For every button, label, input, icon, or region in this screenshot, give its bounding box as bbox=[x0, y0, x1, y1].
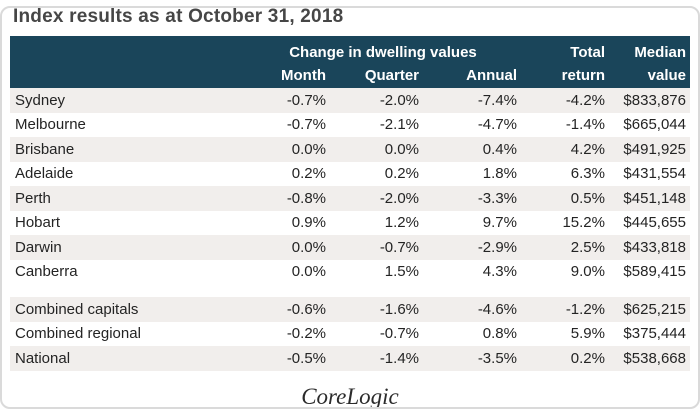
cell-quarter: -2.1% bbox=[330, 112, 423, 137]
cell-quarter: 1.2% bbox=[330, 210, 423, 235]
header-month: Month bbox=[245, 62, 330, 88]
header-quarter: Quarter bbox=[330, 62, 423, 88]
cell-total-return: -1.4% bbox=[521, 112, 609, 137]
cell-quarter: -1.6% bbox=[330, 297, 423, 322]
cell-annual: -4.6% bbox=[423, 297, 521, 322]
table-row-canberra: Canberra 0.0% 1.5% 4.3% 9.0% $589,415 bbox=[10, 259, 690, 284]
header-empty-cell bbox=[10, 36, 245, 62]
row-label: Combined capitals bbox=[10, 297, 245, 322]
cell-total-return: 4.2% bbox=[521, 137, 609, 162]
cell-median-value: $433,818 bbox=[609, 235, 690, 260]
table-row-hobart: Hobart 0.9% 1.2% 9.7% 15.2% $445,655 bbox=[10, 210, 690, 235]
header-total-line1: Total bbox=[521, 36, 609, 62]
table-row-perth: Perth -0.8% -2.0% -3.3% 0.5% $451,148 bbox=[10, 186, 690, 211]
spacer-row bbox=[10, 284, 690, 297]
cell-total-return: 5.9% bbox=[521, 321, 609, 346]
cell-month: 0.0% bbox=[245, 137, 330, 162]
row-label: Brisbane bbox=[10, 137, 245, 162]
page-title: Index results as at October 31, 2018 bbox=[13, 6, 344, 27]
cell-annual: -3.5% bbox=[423, 346, 521, 371]
cell-quarter: -1.4% bbox=[330, 346, 423, 371]
cell-annual: 9.7% bbox=[423, 210, 521, 235]
header-median-line1: Median bbox=[609, 36, 690, 62]
header-total-line2: return bbox=[521, 62, 609, 88]
header-row-columns: Month Quarter Annual return value bbox=[10, 62, 690, 88]
cell-total-return: -1.2% bbox=[521, 297, 609, 322]
cell-annual: -2.9% bbox=[423, 235, 521, 260]
cell-quarter: 0.0% bbox=[330, 137, 423, 162]
cell-median-value: $445,655 bbox=[609, 210, 690, 235]
cell-median-value: $665,044 bbox=[609, 112, 690, 137]
cell-median-value: $491,925 bbox=[609, 137, 690, 162]
row-label: Sydney bbox=[10, 88, 245, 113]
table-row-combined-regional: Combined regional -0.2% -0.7% 0.8% 5.9% … bbox=[10, 321, 690, 346]
cell-month: -0.2% bbox=[245, 321, 330, 346]
table-row-adelaide: Adelaide 0.2% 0.2% 1.8% 6.3% $431,554 bbox=[10, 161, 690, 186]
table-row-national: National -0.5% -1.4% -3.5% 0.2% $538,668 bbox=[10, 346, 690, 371]
row-label: National bbox=[10, 346, 245, 371]
cell-total-return: -4.2% bbox=[521, 88, 609, 113]
cell-month: 0.9% bbox=[245, 210, 330, 235]
cell-total-return: 2.5% bbox=[521, 235, 609, 260]
cell-quarter: -2.0% bbox=[330, 186, 423, 211]
cell-annual: 4.3% bbox=[423, 259, 521, 284]
row-label: Darwin bbox=[10, 235, 245, 260]
header-empty-cell bbox=[10, 62, 245, 88]
cell-median-value: $451,148 bbox=[609, 186, 690, 211]
cell-total-return: 9.0% bbox=[521, 259, 609, 284]
table-row-combined-capitals: Combined capitals -0.6% -1.6% -4.6% -1.2… bbox=[10, 297, 690, 322]
cell-median-value: $375,444 bbox=[609, 321, 690, 346]
cell-total-return: 0.2% bbox=[521, 346, 609, 371]
cell-annual: -4.7% bbox=[423, 112, 521, 137]
cell-median-value: $431,554 bbox=[609, 161, 690, 186]
row-label: Melbourne bbox=[10, 112, 245, 137]
row-label: Perth bbox=[10, 186, 245, 211]
cell-total-return: 0.5% bbox=[521, 186, 609, 211]
cell-month: -0.6% bbox=[245, 297, 330, 322]
cell-month: -0.7% bbox=[245, 112, 330, 137]
cell-total-return: 6.3% bbox=[521, 161, 609, 186]
cell-month: 0.0% bbox=[245, 259, 330, 284]
table-row-brisbane: Brisbane 0.0% 0.0% 0.4% 4.2% $491,925 bbox=[10, 137, 690, 162]
header-group-change-in-dwelling-values: Change in dwelling values bbox=[245, 36, 521, 62]
cell-median-value: $538,668 bbox=[609, 346, 690, 371]
table-body: Sydney -0.7% -2.0% -7.4% -4.2% $833,876 … bbox=[10, 88, 690, 371]
cell-quarter: 1.5% bbox=[330, 259, 423, 284]
header-annual: Annual bbox=[423, 62, 521, 88]
row-label: Hobart bbox=[10, 210, 245, 235]
cell-month: 0.0% bbox=[245, 235, 330, 260]
cell-annual: -3.3% bbox=[423, 186, 521, 211]
cell-total-return: 15.2% bbox=[521, 210, 609, 235]
cell-annual: 0.8% bbox=[423, 321, 521, 346]
cell-quarter: -0.7% bbox=[330, 235, 423, 260]
cell-month: -0.5% bbox=[245, 346, 330, 371]
table-row-darwin: Darwin 0.0% -0.7% -2.9% 2.5% $433,818 bbox=[10, 235, 690, 260]
header-row-group: Change in dwelling values Total Median bbox=[10, 36, 690, 62]
cell-quarter: -0.7% bbox=[330, 321, 423, 346]
row-label: Adelaide bbox=[10, 161, 245, 186]
cell-annual: -7.4% bbox=[423, 88, 521, 113]
row-label: Combined regional bbox=[10, 321, 245, 346]
cell-annual: 0.4% bbox=[423, 137, 521, 162]
cell-median-value: $625,215 bbox=[609, 297, 690, 322]
cell-month: 0.2% bbox=[245, 161, 330, 186]
table-row-sydney: Sydney -0.7% -2.0% -7.4% -4.2% $833,876 bbox=[10, 88, 690, 113]
cell-median-value: $833,876 bbox=[609, 88, 690, 113]
cell-median-value: $589,415 bbox=[609, 259, 690, 284]
cell-annual: 1.8% bbox=[423, 161, 521, 186]
cell-month: -0.8% bbox=[245, 186, 330, 211]
cell-quarter: 0.2% bbox=[330, 161, 423, 186]
table-header: Change in dwelling values Total Median M… bbox=[10, 36, 690, 88]
cell-month: -0.7% bbox=[245, 88, 330, 113]
row-label: Canberra bbox=[10, 259, 245, 284]
header-median-line2: value bbox=[609, 62, 690, 88]
index-results-table: Change in dwelling values Total Median M… bbox=[10, 36, 690, 371]
table-row-melbourne: Melbourne -0.7% -2.1% -4.7% -1.4% $665,0… bbox=[10, 112, 690, 137]
cell-quarter: -2.0% bbox=[330, 88, 423, 113]
corelogic-logo: CoreLogic bbox=[301, 383, 399, 409]
